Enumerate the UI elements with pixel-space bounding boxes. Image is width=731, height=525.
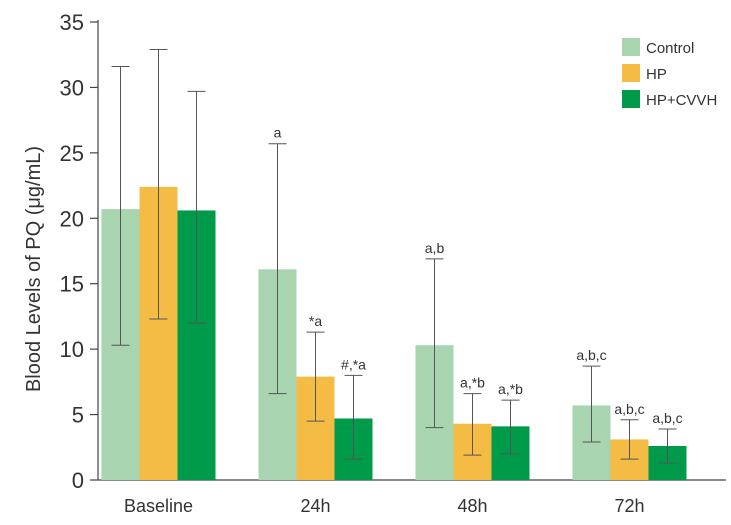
bars [101,186,687,481]
x-tick-label: Baseline [124,496,193,516]
error-bars [111,48,677,464]
significance-annotation: a,b,c [652,410,682,426]
y-tick-label: 10 [60,337,84,362]
y-tick-label: 25 [60,141,84,166]
y-tick-label: 20 [60,206,84,231]
legend-swatch [622,90,640,108]
significance-annotation: a,*b [498,381,523,397]
y-tick-label: 0 [72,468,84,493]
significance-annotation: *a [309,313,322,329]
significance-annotation: a,b,c [576,347,606,363]
x-tick-label: 48h [457,496,487,516]
legend-swatch [622,38,640,56]
y-tick-label: 15 [60,272,84,297]
legend: Control HP HP+CVVH [622,38,717,109]
legend-label: Control [646,40,694,57]
y-tick-label: 30 [60,75,84,100]
significance-annotation: a,*b [460,375,485,391]
significance-annotation: #,*a [341,356,366,372]
axes: 0 5 10 15 20 25 30 35 Baseline 24h 48h 72h [60,10,726,516]
significance-annotation: a,b [425,240,445,256]
x-tick-label: 72h [614,496,644,516]
x-tick-label: 24h [300,496,330,516]
significance-annotation: a,b,c [614,401,644,417]
legend-swatch [622,64,640,82]
y-axis-label-group: Blood Levels of PQ (μg/mL) [23,146,45,392]
y-tick-label: 5 [72,403,84,428]
legend-label: HP [646,66,667,83]
annotations: a *a #,*a a,b a,*b a,*b a,b,c a,b,c a,b,c [274,125,683,426]
legend-label: HP+CVVH [646,92,717,109]
y-tick-label: 35 [60,10,84,35]
y-axis-label: Blood Levels of PQ (μg/mL) [23,146,45,392]
significance-annotation: a [274,125,282,141]
